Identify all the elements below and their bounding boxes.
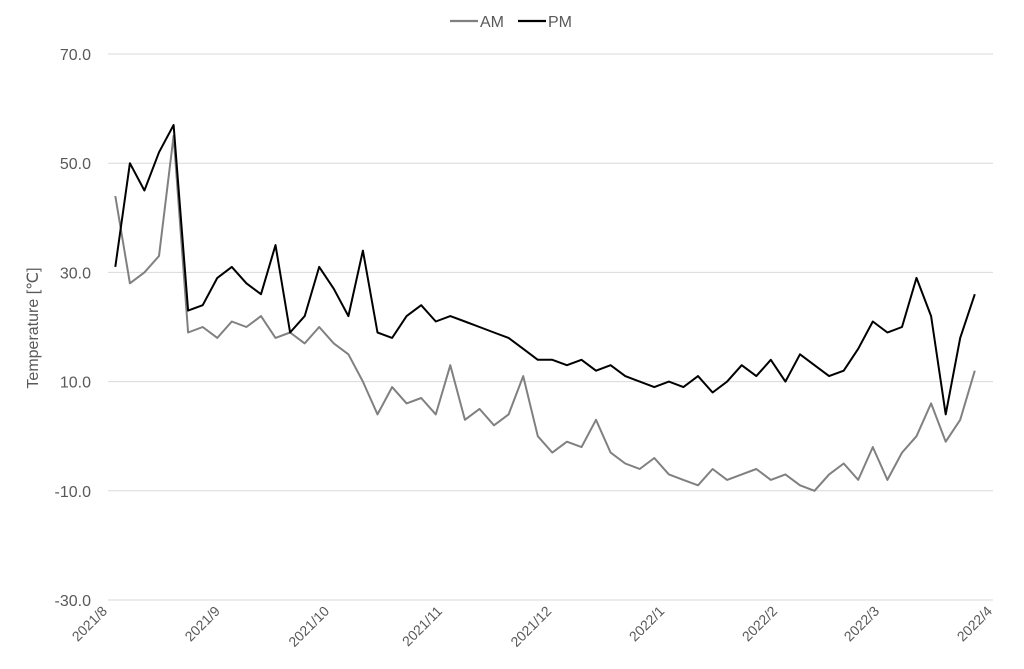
y-tick-label: 50.0 [60, 156, 91, 173]
legend-label-pm: PM [548, 14, 572, 31]
x-tick-label: 2021/9 [181, 603, 223, 645]
series-lines [114, 124, 976, 492]
x-tick-label: 2022/4 [954, 603, 996, 645]
series-line-am [114, 134, 976, 492]
legend-label-am: AM [480, 14, 504, 31]
x-axis-ticks: 2021/8 2021/9 2021/10 2021/11 2021/12 2022/1 2… [69, 603, 996, 650]
x-tick-label: 2022/1 [626, 603, 668, 645]
x-tick-label: 2021/11 [399, 603, 446, 650]
y-tick-label: 10.0 [60, 375, 91, 392]
series-line-pm [114, 124, 976, 416]
y-axis-ticks: 70.0 50.0 30.0 10.0 -10.0 -30.0 [55, 47, 92, 610]
y-tick-label: 30.0 [60, 265, 91, 282]
y-tick-label: -30.0 [55, 593, 92, 610]
x-tick-label: 2022/2 [739, 603, 781, 645]
legend: AM PM [450, 14, 572, 31]
x-tick-label: 2021/10 [285, 603, 332, 650]
gridlines [108, 53, 993, 601]
x-tick-label: 2021/12 [507, 603, 554, 650]
x-tick-label: 2022/3 [841, 603, 883, 645]
y-axis-title: Temperature [℃] [25, 267, 42, 388]
y-tick-label: 70.0 [60, 47, 91, 64]
y-tick-label: -10.0 [55, 484, 92, 501]
